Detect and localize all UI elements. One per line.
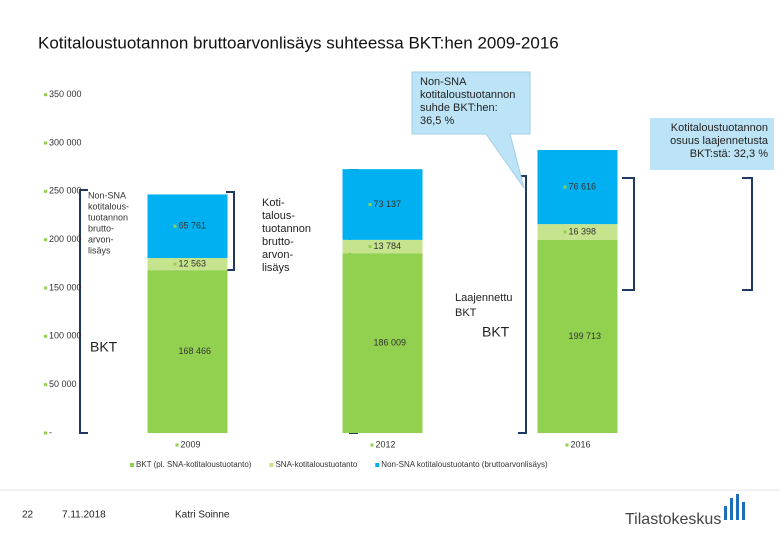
- annotation-line: brutto-: [88, 223, 114, 233]
- bar-segment: [147, 258, 228, 271]
- value-label: 12 563: [179, 258, 207, 268]
- bar-segment: [342, 169, 423, 240]
- legend-label: SNA-kotitaloustuotanto: [275, 460, 357, 469]
- annotation-line: BKT:stä: 32,3 %: [690, 148, 768, 160]
- label-dot: [173, 224, 177, 228]
- tick-mark: [44, 93, 47, 97]
- annotation-line: tuotannon: [262, 223, 311, 235]
- annotation-line: tuotannon: [88, 212, 128, 222]
- bar-segment: [147, 194, 228, 259]
- y-tick-label: 150 000: [49, 282, 82, 292]
- bracket: [79, 189, 88, 434]
- label-dot: [563, 185, 567, 189]
- value-label: 186 009: [374, 337, 407, 347]
- share-box: [650, 118, 774, 170]
- y-tick-label: -: [49, 427, 52, 437]
- label-dot: [563, 334, 567, 338]
- annotation-line: lisäys: [88, 245, 111, 255]
- bracket: [518, 175, 527, 434]
- bar-segment: [537, 150, 618, 225]
- annotation-line: BKT: [455, 307, 477, 319]
- legend-swatch: [375, 463, 380, 467]
- y-tick-label: 100 000: [49, 331, 82, 341]
- annotation-line: Non-SNA: [88, 190, 126, 200]
- label-dot: [368, 245, 372, 249]
- y-tick-label: 200 000: [49, 234, 82, 244]
- value-label: 76 616: [569, 181, 597, 191]
- legend-swatch: [130, 463, 134, 467]
- annotation-line: Koti-: [262, 197, 285, 209]
- bkt-label: BKT: [482, 324, 510, 340]
- page-number: 22: [22, 510, 34, 521]
- tick-mark: [44, 334, 47, 338]
- bar-segment: [342, 253, 423, 433]
- value-label: 168 466: [179, 346, 212, 356]
- legend-swatch: [269, 463, 274, 467]
- chart-title: Kotitaloustuotannon bruttoarvonlisäys su…: [38, 33, 559, 52]
- tick-mark: [44, 431, 47, 435]
- bar-segment: [342, 239, 423, 254]
- tick-mark: [44, 286, 47, 290]
- label-dot: [173, 262, 177, 266]
- x-tick-label: 2009: [181, 439, 201, 449]
- annotation-line: Laajennettu: [455, 292, 513, 304]
- tick-mark: [44, 141, 47, 145]
- value-label: 199 713: [569, 331, 602, 341]
- tick-mark: [44, 238, 47, 242]
- legend-label: Non-SNA kotitaloustuotanto (bruttoarvonl…: [381, 460, 548, 469]
- label-dot: [368, 341, 372, 345]
- annotation-line: Non-SNA: [420, 76, 467, 88]
- x-tick-label: 2012: [376, 439, 396, 449]
- annotation-line: kotitaloustuotannon: [420, 89, 515, 101]
- annotation-line: lisäys: [262, 262, 290, 274]
- value-label: 73 137: [374, 199, 402, 209]
- value-label: 13 784: [374, 241, 402, 251]
- bar-segment: [537, 239, 618, 433]
- date: 7.11.2018: [62, 510, 106, 521]
- y-tick-label: 50 000: [49, 379, 77, 389]
- bracket: [622, 177, 635, 291]
- author: Katri Soinne: [175, 510, 230, 521]
- value-label: 65 761: [179, 221, 207, 231]
- annotation-line: arvon-: [88, 234, 114, 244]
- bar-segment: [147, 270, 228, 433]
- bracket: [742, 177, 753, 291]
- tick-mark: [44, 189, 47, 193]
- annotation-line: arvon-: [262, 249, 294, 261]
- bkt-label: BKT: [90, 339, 118, 355]
- y-tick-label: 300 000: [49, 137, 82, 147]
- annotation-line: suhde BKT:hen:: [420, 102, 498, 114]
- bar-segment: [537, 224, 618, 240]
- annotation-line: 36,5 %: [420, 115, 454, 127]
- legend-label: BKT (pl. SNA-kotitaloustuotanto): [136, 460, 252, 469]
- annotation-line: talous-: [262, 210, 295, 222]
- y-tick-label: 350 000: [49, 89, 82, 99]
- value-label: 16 398: [569, 226, 597, 236]
- label-dot: [368, 203, 372, 207]
- label-dot: [173, 350, 177, 354]
- logo-mark: [724, 494, 745, 520]
- annotation-line: osuus laajennetusta: [670, 135, 769, 147]
- tick-mark: [44, 383, 47, 387]
- x-tick-label: 2016: [571, 439, 591, 449]
- annotation-line: kotitalous-: [88, 201, 129, 211]
- label-dot: [370, 443, 374, 447]
- y-tick-label: 250 000: [49, 186, 82, 196]
- annotations: Non-SNAkotitalous-tuotannonbrutto-arvon-…: [88, 76, 769, 319]
- annotation-line: brutto-: [262, 236, 294, 248]
- logo: Tilastokeskus: [625, 511, 721, 528]
- annotation-line: Kotitaloustuotannon: [671, 122, 768, 134]
- label-dot: [563, 230, 567, 234]
- callout-box: [411, 71, 531, 189]
- label-dot: [175, 443, 179, 447]
- label-dot: [565, 443, 569, 447]
- bracket: [226, 191, 235, 271]
